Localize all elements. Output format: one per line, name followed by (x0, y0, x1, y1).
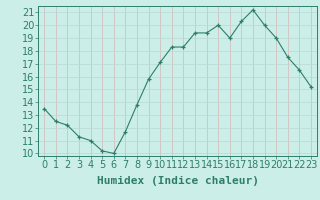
X-axis label: Humidex (Indice chaleur): Humidex (Indice chaleur) (97, 176, 259, 186)
